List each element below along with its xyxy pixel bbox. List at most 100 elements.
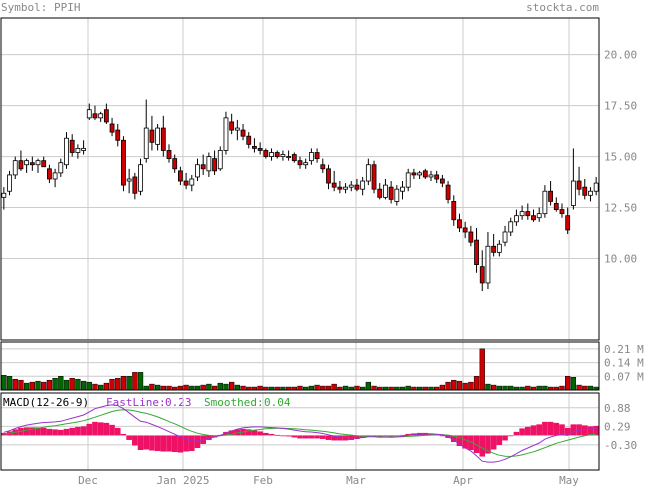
macd-histogram-bar: [376, 435, 383, 437]
candle-body: [98, 113, 104, 119]
macd-histogram-bar: [143, 435, 150, 450]
site-label: stockta.com: [526, 1, 599, 14]
macd-histogram-bar: [109, 424, 115, 436]
candle-body: [86, 109, 92, 119]
candle-body: [212, 158, 217, 172]
candle-body: [314, 152, 320, 160]
macd-histogram-bar: [46, 428, 53, 436]
candle-body: [35, 160, 41, 166]
candle-body: [200, 164, 206, 170]
volume-bar: [35, 380, 41, 391]
candle-body: [331, 182, 337, 188]
candle-body: [428, 174, 434, 178]
volume-bar: [542, 385, 548, 391]
macd-histogram-bar: [285, 435, 292, 437]
macd-histogram-bar: [519, 428, 525, 436]
macd-panel: MACD(12-26-9) FastLine: 0.23 Smoothed: 0…: [0, 392, 637, 471]
volume-bar: [445, 381, 451, 391]
macd-tick-label: 0.88: [604, 402, 631, 415]
candle-body: [439, 178, 445, 184]
candle-body: [308, 152, 314, 162]
volume-bar: [490, 384, 497, 391]
candle-body: [240, 129, 246, 137]
candle-body: [195, 164, 200, 178]
volume-bar: [468, 381, 474, 391]
volume-bar: [354, 385, 360, 391]
volume-bar: [12, 378, 18, 391]
volume-bar: [320, 385, 326, 391]
macd-histogram-bar: [58, 429, 64, 436]
macd-histogram-bar: [251, 430, 258, 436]
macd-histogram-bar: [473, 435, 480, 454]
candle-body: [29, 162, 35, 166]
macd-histogram-bar: [507, 435, 514, 437]
volume-tick-label: 0.21 M: [604, 343, 644, 356]
candle-body: [411, 172, 417, 176]
candle-body: [422, 170, 428, 178]
volume-tick-label: 0.14 M: [604, 357, 644, 370]
candle-body: [548, 190, 553, 202]
volume-bar: [58, 376, 64, 391]
candle-body: [160, 127, 166, 151]
candle-body: [12, 160, 18, 176]
price-tick-label: 15.00: [604, 151, 637, 164]
candle-body: [451, 201, 457, 221]
candle-body: [183, 180, 189, 186]
candle-body: [348, 184, 354, 188]
candle-body: [229, 121, 235, 131]
macd-histogram-bar: [513, 431, 520, 436]
volume-bar: [456, 380, 463, 391]
volume-bar: [154, 384, 161, 391]
candle-body: [52, 172, 58, 180]
candle-body: [303, 162, 309, 166]
volume-bar: [120, 376, 127, 391]
price-tick-label: 12.50: [604, 202, 637, 215]
volume-bar: [29, 381, 35, 391]
volume-bar: [462, 382, 468, 391]
x-tick-label: Mar: [346, 474, 366, 486]
candle-body: [75, 148, 81, 153]
candle-body: [388, 186, 394, 200]
macd-histogram-bar: [35, 427, 41, 436]
candle-body: [405, 172, 411, 188]
macd-histogram-bar: [280, 435, 286, 437]
candle-body: [103, 109, 109, 123]
volume-bar: [479, 348, 485, 391]
macd-histogram-bar: [120, 433, 127, 436]
candle-body: [138, 164, 143, 192]
candle-body: [41, 160, 47, 168]
macd-histogram-bar: [166, 435, 172, 452]
candle-body: [531, 215, 536, 221]
candle-body: [354, 184, 360, 190]
candle-body: [18, 160, 24, 170]
macd-histogram-bar: [331, 435, 337, 441]
candle-body: [286, 156, 292, 158]
candle-body: [508, 221, 514, 233]
price-frame: [0, 17, 600, 341]
candle-body: [217, 150, 223, 170]
macd-histogram-bar: [302, 435, 309, 439]
volume-bar: [331, 383, 337, 391]
macd-histogram-bar: [149, 435, 155, 451]
volume-bar: [342, 385, 349, 391]
candle-body: [143, 127, 149, 160]
macd-histogram-bar: [52, 429, 58, 436]
candle-body: [417, 172, 423, 176]
macd-histogram-bar: [291, 435, 298, 438]
volume-bar: [570, 377, 577, 391]
macd-histogram-bar: [371, 435, 377, 437]
candle-body: [132, 176, 138, 194]
x-tick-label: Feb: [253, 474, 273, 486]
candle-body: [189, 178, 195, 186]
volume-bar: [103, 382, 110, 391]
candle-body: [445, 184, 451, 200]
macd-histogram-bar: [211, 435, 218, 438]
candle-body: [343, 186, 348, 190]
candle-body: [400, 186, 405, 192]
price-tick-label: 10.00: [604, 252, 637, 265]
volume-bar: [314, 384, 320, 391]
macd-histogram-bar: [177, 435, 184, 453]
candle-body: [172, 158, 178, 170]
